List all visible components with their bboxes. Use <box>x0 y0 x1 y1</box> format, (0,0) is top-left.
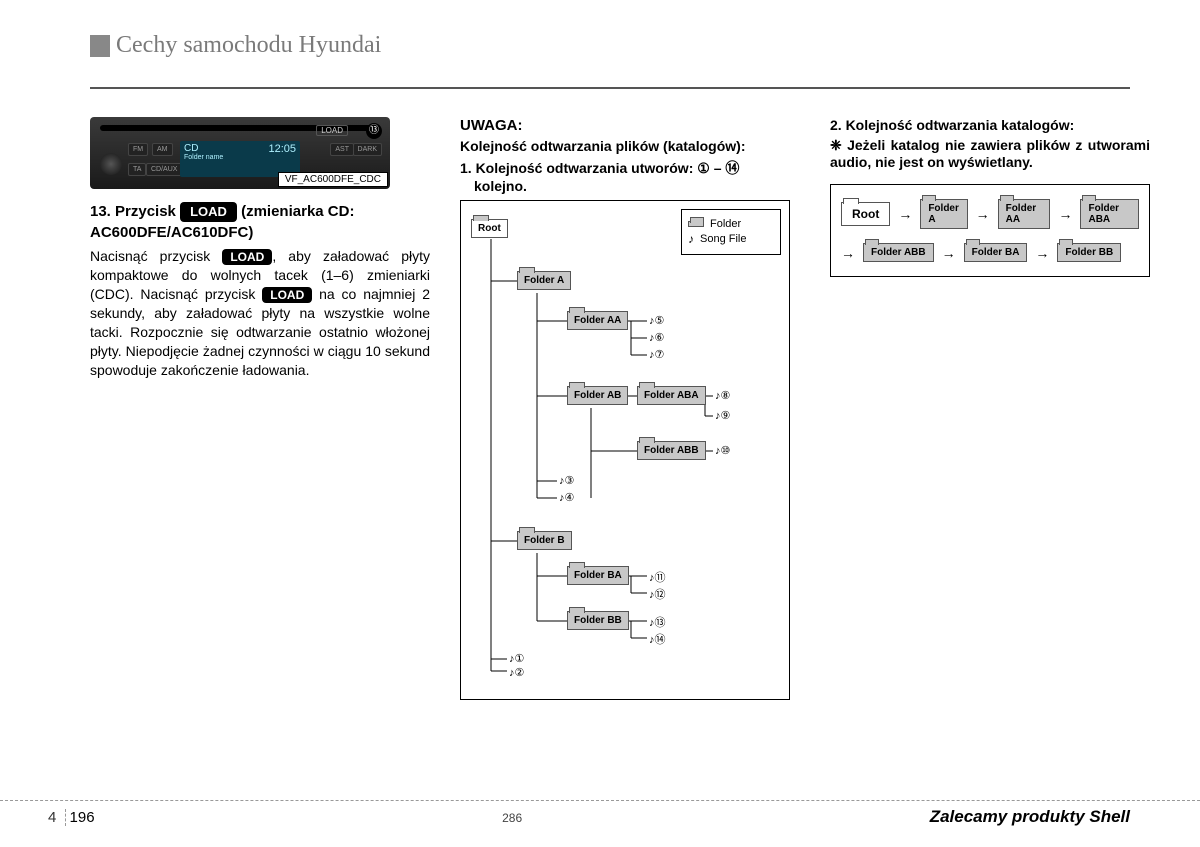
footer-slogan: Zalecamy produkty Shell <box>930 807 1200 827</box>
folder-flow-diagram: Root → Folder A → Folder AA → Folder ABA… <box>830 184 1150 277</box>
radio-image: FM AM TA CD/AUX CD 12:05 Folder name AST… <box>90 117 390 189</box>
tree-folder-a: Folder A <box>517 271 571 290</box>
tree-song-4: ♪④ <box>559 491 574 504</box>
tree-folder-ab: Folder AB <box>567 386 628 405</box>
flow-folder-bb: Folder BB <box>1057 243 1121 262</box>
tree-folder-b: Folder B <box>517 531 572 550</box>
tree-legend: Folder ♪Song File <box>681 209 781 255</box>
playback-order-heading: Kolejność odtwarzania plików (katalogów)… <box>460 138 800 154</box>
radio-caption: VF_AC600DFE_CDC <box>278 172 388 187</box>
tree-song-6: ♪⑥ <box>649 331 664 344</box>
page-footer: 4 196 286 Zalecamy produkty Shell <box>0 800 1200 827</box>
folder-order-note: ❈ Jeżeli katalog nie zawiera plików z ut… <box>830 137 1150 170</box>
flow-folder-aa: Folder AA <box>998 199 1051 229</box>
flow-folder-abb: Folder ABB <box>863 243 934 262</box>
tree-song-10: ♪⑩ <box>715 444 730 457</box>
footer-page-left: 4 196 <box>0 809 95 826</box>
tree-root: Root <box>471 219 508 238</box>
arrow-icon: → <box>976 206 990 222</box>
tree-folder-ba: Folder BA <box>567 566 629 585</box>
arrow-icon: → <box>898 206 912 222</box>
page-header: Cechy samochodu Hyundai <box>90 32 1130 59</box>
load-badge-inline: LOAD <box>262 287 312 303</box>
tree-song-8: ♪⑧ <box>715 389 730 402</box>
header-rule <box>90 87 1130 89</box>
tree-song-7: ♪⑦ <box>649 348 664 361</box>
radio-btn-ta: TA <box>128 163 146 176</box>
radio-btn-cd: CD/AUX <box>146 163 182 176</box>
tree-song-3: ♪③ <box>559 474 574 487</box>
load-badge: LOAD <box>180 202 237 222</box>
tree-song-12: ♪⑫ <box>649 586 666 602</box>
folder-tree-diagram: Folder ♪Song File Root Folder A Folder A… <box>460 200 790 700</box>
radio-btn-am: AM <box>152 143 173 156</box>
column-left: FM AM TA CD/AUX CD 12:05 Folder name AST… <box>90 117 430 700</box>
header-accent <box>90 35 110 57</box>
tree-folder-aa: Folder AA <box>567 311 628 330</box>
section-13-heading: 13. Przycisk LOAD (zmieniarka CD: AC600D… <box>90 201 430 243</box>
tree-song-11: ♪⑪ <box>649 569 666 585</box>
tree-folder-bb: Folder BB <box>567 611 629 630</box>
load-badge-inline: LOAD <box>222 249 272 265</box>
flow-root: Root <box>841 202 890 226</box>
arrow-icon: → <box>1058 206 1072 222</box>
radio-btn-ast: AST <box>330 143 354 156</box>
arrow-icon: → <box>841 245 855 261</box>
callout-13: ⑬ <box>366 123 382 139</box>
tree-song-14: ♪⑭ <box>649 631 666 647</box>
arrow-icon: → <box>1035 245 1049 261</box>
tree-song-9: ♪⑨ <box>715 409 730 422</box>
radio-btn-dark: DARK <box>353 143 382 156</box>
tree-folder-abb: Folder ABB <box>637 441 706 460</box>
column-middle: UWAGA: Kolejność odtwarzania plików (kat… <box>460 117 800 700</box>
flow-folder-ba: Folder BA <box>964 243 1028 262</box>
arrow-icon: → <box>942 245 956 261</box>
tree-song-2: ♪② <box>509 666 524 679</box>
uwaga-heading: UWAGA: <box>460 117 800 134</box>
header-title: Cechy samochodu Hyundai <box>116 32 381 59</box>
flow-folder-aba: Folder ABA <box>1080 199 1139 229</box>
flow-folder-a: Folder A <box>920 199 967 229</box>
track-order-line: 1. Kolejność odtwarzania utworów: ① – ⑭ … <box>460 158 800 194</box>
tree-song-13: ♪⑬ <box>649 614 666 630</box>
folder-order-heading: 2. Kolejność odtwarzania katalogów: <box>830 117 1150 133</box>
tree-song-1: ♪① <box>509 652 524 665</box>
tree-song-5: ♪⑤ <box>649 314 664 327</box>
tree-folder-aba: Folder ABA <box>637 386 706 405</box>
radio-btn-fm: FM <box>128 143 148 156</box>
section-13-body: Nacisnąć przycisk LOAD, aby załadować pł… <box>90 247 430 379</box>
footer-page-center: 286 <box>502 811 522 825</box>
column-right: 2. Kolejność odtwarzania katalogów: ❈ Je… <box>830 117 1150 700</box>
